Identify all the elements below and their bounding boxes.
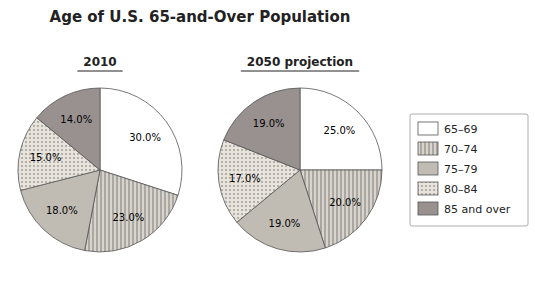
- pie: [18, 88, 182, 252]
- legend-entry: 80–84: [444, 183, 478, 196]
- legend-entry: 85 and over: [444, 203, 511, 216]
- pie-subtitle: 2050 projection: [247, 55, 353, 69]
- data-labels: 30.0% 23.0% 18.0% 15.0% 14.0%: [30, 114, 161, 223]
- data-label: 17.0%: [229, 173, 261, 184]
- legend-swatch: [418, 202, 438, 215]
- legend-swatch: [418, 142, 438, 155]
- data-label: 20.0%: [329, 197, 361, 208]
- subtitle-underline: [77, 71, 122, 72]
- subtitle-underline: [241, 71, 359, 72]
- data-label: 14.0%: [60, 114, 92, 125]
- data-label: 30.0%: [129, 132, 161, 143]
- legend-entry: 75–79: [444, 163, 478, 176]
- data-label: 18.0%: [46, 205, 78, 216]
- data-label: 23.0%: [112, 212, 144, 223]
- legend-entry: 65–69: [444, 123, 478, 136]
- data-label: 25.0%: [324, 125, 356, 136]
- chart-container: Age of U.S. 65-and-Over Population 2010 30…: [0, 0, 535, 283]
- legend-swatch: [418, 162, 438, 175]
- pie-slice: [224, 88, 300, 170]
- legend-swatch: [418, 182, 438, 195]
- pie: [218, 88, 382, 252]
- legend-swatch: [418, 122, 438, 135]
- data-label: 19.0%: [269, 218, 301, 229]
- chart-svg: Age of U.S. 65-and-Over Population 2010 30…: [0, 0, 535, 283]
- pie-slice: [85, 170, 178, 252]
- legend-entry: 70–74: [444, 143, 478, 156]
- title: Age of U.S. 65-and-Over Population: [50, 8, 351, 26]
- pie-slice: [300, 88, 382, 170]
- legend-frame: [410, 114, 528, 226]
- pie-subtitle: 2010: [83, 55, 116, 69]
- data-labels: 25.0% 20.0% 19.0% 17.0% 19.0%: [229, 118, 361, 229]
- data-label: 19.0%: [253, 118, 285, 129]
- legend: 65–69 70–74 75–79 80–84 85 and over: [410, 114, 528, 226]
- data-label: 15.0%: [30, 152, 62, 163]
